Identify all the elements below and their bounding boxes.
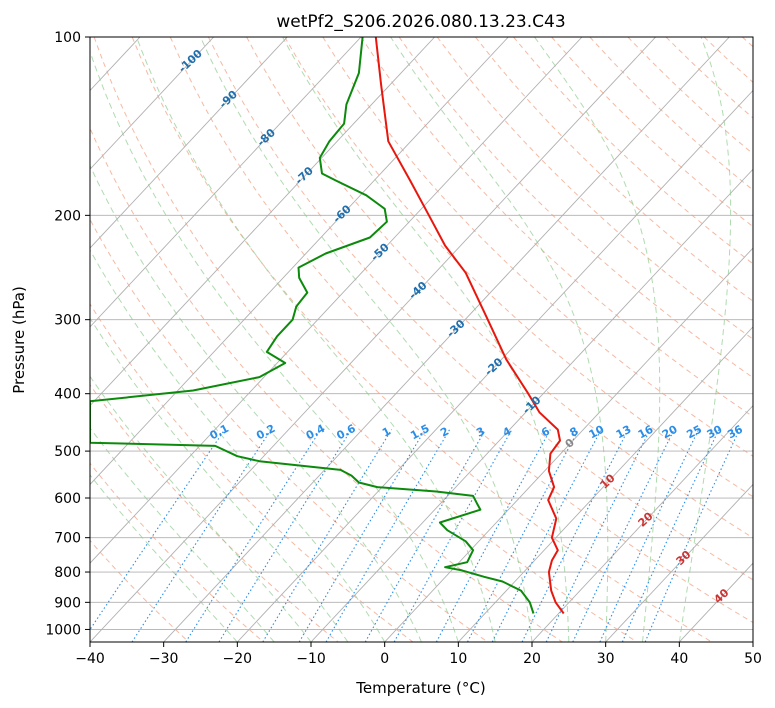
moist-adiabat-line xyxy=(678,37,732,642)
profile-series xyxy=(90,37,565,615)
dry-adiabat-line xyxy=(90,539,190,642)
x-tick-label: −40 xyxy=(75,651,105,667)
y-tick-label: 500 xyxy=(54,444,81,460)
y-tick-label: 1000 xyxy=(45,622,81,638)
plot-frame xyxy=(89,36,754,643)
moist-adiabat-line xyxy=(90,248,386,642)
x-tick-label: 40 xyxy=(670,651,688,667)
moist-adiabat-line xyxy=(390,37,609,642)
dry-adiabat-line xyxy=(322,37,753,457)
mixing-ratio-line xyxy=(644,429,740,642)
x-tick-label: 30 xyxy=(597,651,615,667)
dry-adiabat-line xyxy=(93,37,638,642)
moist-adiabat-line xyxy=(90,317,349,642)
mixing-ratio-line xyxy=(393,429,513,642)
x-tick-label: 0 xyxy=(380,651,389,667)
isotherm-line xyxy=(605,483,753,642)
dry-adiabat-line xyxy=(436,37,753,340)
mixing-ratio-label: 13 xyxy=(614,423,634,442)
isotherm-line xyxy=(531,404,753,642)
x-tick-label: −10 xyxy=(296,651,326,667)
x-tick-label: 50 xyxy=(744,651,762,667)
moist-adiabat-line xyxy=(200,37,533,642)
mixing-ratio-label: 20 xyxy=(660,423,680,442)
mixing-ratio-label: 30 xyxy=(705,423,725,442)
x-tick-label: 10 xyxy=(449,651,467,667)
isotherm-line xyxy=(90,37,288,249)
dewpoint-profile-line xyxy=(90,37,535,614)
dry-adiabat-line xyxy=(207,37,753,581)
y-axis-ticks: 100 200 300 400 500 600 700 800 900 1000 xyxy=(45,30,90,638)
isotherm-line xyxy=(90,37,436,407)
dry-adiabat-line xyxy=(360,37,753,418)
mixing-ratio-line xyxy=(545,429,651,642)
plot-area: -100-90-80-70-60-50-40-30-20-10010203040… xyxy=(90,37,753,642)
mixing-ratio-label: 25 xyxy=(684,423,704,442)
skewed-isotherm-grid xyxy=(90,37,753,642)
isotherm-line xyxy=(90,37,215,170)
mixing-ratio-line xyxy=(131,429,272,642)
mixing-ratio-label: 10 xyxy=(587,423,607,442)
y-tick-label: 100 xyxy=(54,30,81,46)
isotherm-line xyxy=(163,37,730,642)
isotherm-line xyxy=(237,89,753,642)
chart-title: wetPf2_S206.2026.080.13.23.C43 xyxy=(276,12,565,32)
moist-adiabat-line xyxy=(136,37,496,642)
mixing-ratio-line xyxy=(467,429,580,642)
x-tick-label: −30 xyxy=(149,651,179,667)
mixing-ratio-line xyxy=(621,429,720,642)
x-tick-label: −20 xyxy=(223,651,253,667)
mixing-ratio-line xyxy=(521,429,629,642)
y-tick-label: 900 xyxy=(54,595,81,611)
mixing-ratio-line xyxy=(262,429,393,642)
mixing-ratio-line xyxy=(185,429,322,642)
mixing-ratio-line xyxy=(298,429,426,642)
moist-adiabat-line xyxy=(90,427,275,642)
mixing-ratio-lines xyxy=(90,429,740,642)
mixing-ratio-line xyxy=(325,429,451,642)
moist-adiabat-line xyxy=(90,164,422,642)
x-axis-ticks: −40 −30 −20 −10 0 10 20 30 40 50 xyxy=(75,642,762,667)
pressure-gridlines xyxy=(90,37,753,630)
moist-adiabat-line xyxy=(90,50,459,642)
isotherm-line xyxy=(384,247,753,642)
dry-adiabat-line xyxy=(131,37,712,642)
dry-adiabat-line xyxy=(398,37,753,379)
dry-adiabat-line xyxy=(90,218,488,642)
mixing-ratio-line xyxy=(364,429,486,642)
dry-adiabat-line xyxy=(90,462,264,642)
dry-adiabat-line xyxy=(475,37,753,302)
isotherm-line xyxy=(90,37,509,486)
mixing-ratio-line xyxy=(491,429,602,642)
mixing-ratio-label: 36 xyxy=(725,423,745,442)
dry-adiabat-line xyxy=(90,127,563,642)
mixing-ratio-label: 16 xyxy=(636,423,656,442)
temperature-profile-line xyxy=(374,37,565,615)
moist-adiabats xyxy=(90,37,732,642)
isotherm-line xyxy=(90,37,657,642)
y-tick-label: 200 xyxy=(54,208,81,224)
x-tick-label: 20 xyxy=(523,651,541,667)
y-axis-label: Pressure (hPa) xyxy=(10,286,28,394)
x-axis-label: Temperature (°C) xyxy=(355,679,485,697)
isotherm-line xyxy=(310,168,753,642)
moist-adiabat-line xyxy=(282,37,570,642)
isotherm-line xyxy=(90,37,362,328)
y-tick-label: 300 xyxy=(54,313,81,329)
dry-adiabat-line xyxy=(169,37,753,624)
mixing-ratio-line xyxy=(599,429,700,642)
moist-adiabat-line xyxy=(534,37,661,642)
y-tick-label: 800 xyxy=(54,565,81,581)
y-tick-label: 600 xyxy=(54,491,81,507)
y-tick-label: 700 xyxy=(54,531,81,547)
isotherm-line xyxy=(90,37,583,564)
mixing-ratio-line xyxy=(435,429,551,642)
y-tick-label: 400 xyxy=(54,387,81,403)
